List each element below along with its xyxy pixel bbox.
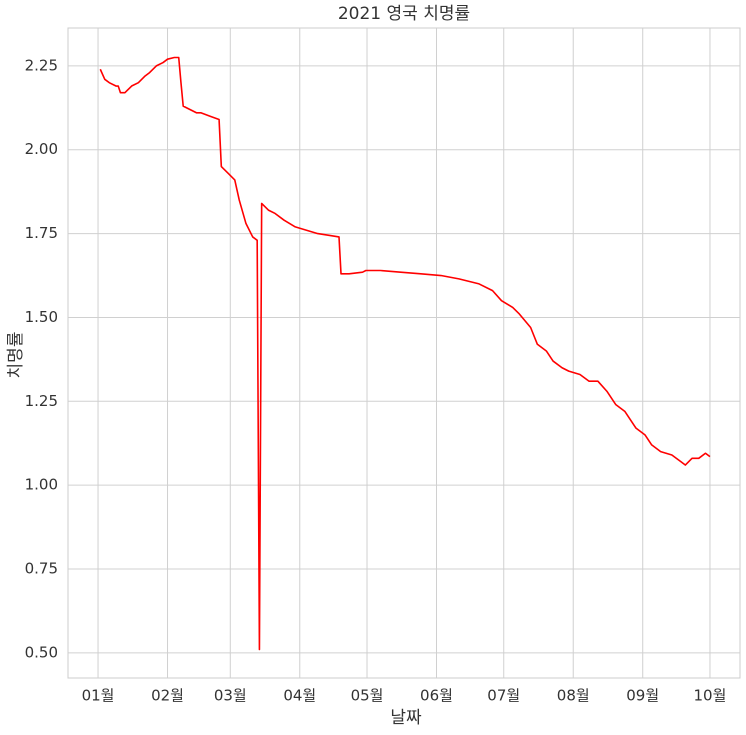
- x-tick-label: 04월: [283, 687, 316, 705]
- x-tick-label: 01월: [82, 687, 115, 705]
- plot-area: [67, 27, 741, 679]
- y-tick-label: 2.25: [25, 56, 58, 74]
- x-tick-label: 03월: [214, 687, 247, 705]
- x-tick-label: 08월: [557, 687, 590, 705]
- x-tick-label: 10월: [694, 687, 727, 705]
- x-tick-label: 02월: [151, 687, 184, 705]
- y-tick-label: 0.50: [25, 643, 58, 661]
- y-tick-label: 1.25: [25, 392, 58, 410]
- x-tick-label: 07월: [487, 687, 520, 705]
- data-line: [99, 56, 711, 651]
- y-tick-label: 1.50: [25, 308, 58, 326]
- y-axis-label: 치명률: [6, 332, 26, 379]
- y-tick-label: 1.75: [25, 224, 58, 242]
- x-tick-label: 05월: [351, 687, 384, 705]
- x-tick-label: 09월: [626, 687, 659, 705]
- x-tick-label: 06월: [420, 687, 453, 705]
- x-axis-label: 날짜: [390, 708, 422, 728]
- y-tick-label: 0.75: [25, 559, 58, 577]
- y-tick-label: 1.00: [25, 476, 58, 494]
- y-tick-label: 2.00: [25, 140, 58, 158]
- chart-title: 2021 영국 치명률: [338, 4, 470, 24]
